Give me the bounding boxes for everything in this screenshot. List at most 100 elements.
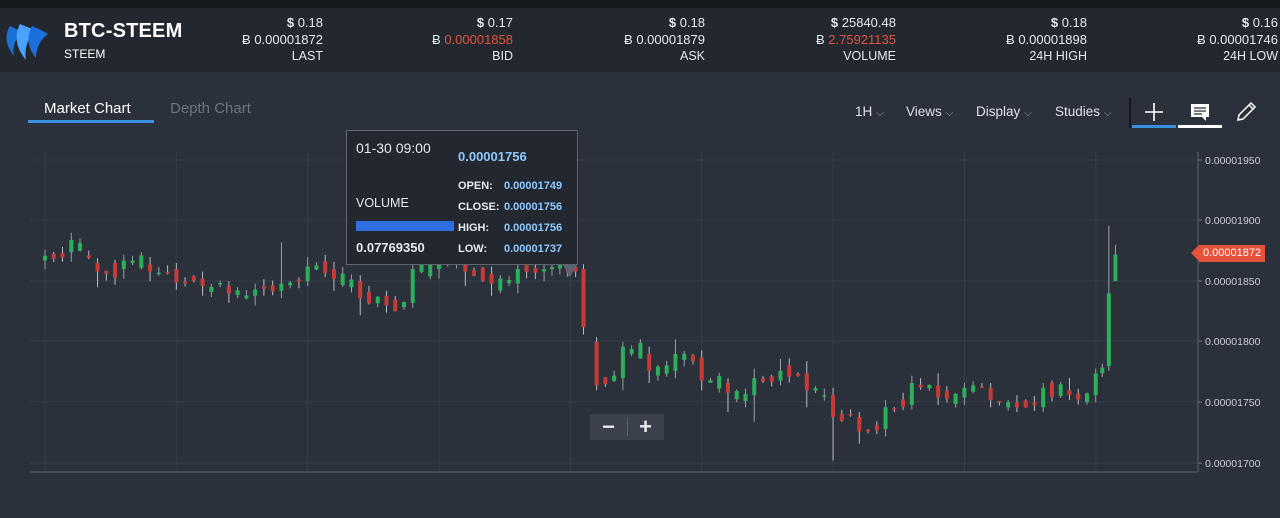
candle-body (831, 395, 836, 417)
chevron-down-icon: ⌵ (876, 108, 884, 119)
candle-body (1076, 393, 1081, 400)
display-label: Display (976, 104, 1021, 119)
views-label: Views (906, 104, 942, 119)
candle-body (647, 353, 652, 371)
candle-body (918, 384, 923, 388)
stat-volume: $ 25840.48 Ƀ 2.75921135 VOLUME (726, 14, 896, 65)
candle-body (804, 373, 809, 391)
legend-icon (1191, 104, 1209, 121)
candle-body (901, 399, 906, 407)
candle-body (708, 380, 713, 383)
candle-body (533, 268, 538, 273)
candle-body (1093, 373, 1098, 396)
candle-body (323, 261, 328, 273)
candle-body (883, 407, 888, 430)
candle-body (629, 349, 634, 354)
candle-body (752, 378, 757, 396)
candle-body (690, 355, 695, 361)
candle-body (270, 285, 275, 292)
candle-body (620, 346, 625, 379)
candle-body (463, 261, 468, 272)
stat-usd: $ 0.18 (668, 15, 705, 30)
candle-body (962, 387, 967, 398)
stat-label: 24H LOW (1223, 49, 1278, 63)
chevron-down-icon: ⌵ (1104, 108, 1112, 119)
candle-body (1113, 254, 1118, 282)
candle-body (78, 243, 83, 251)
candle-body (165, 272, 170, 274)
display-dropdown[interactable]: Display ⌵ (976, 104, 1032, 119)
candle-body (218, 282, 223, 285)
candle-body (515, 269, 520, 284)
market-header: BTC-STEEM STEEM $ 0.18 Ƀ 0.00001872 LAST $ … (0, 8, 1280, 72)
candle-body (130, 260, 135, 263)
candle-body (524, 264, 529, 272)
candle-body (813, 388, 818, 391)
stat-last: $ 0.18 Ƀ 0.00001872 LAST (153, 14, 323, 65)
candle-body (139, 255, 144, 268)
stat-ask: $ 0.18 Ƀ 0.00001879 ASK (535, 14, 705, 65)
candle-body (761, 378, 765, 382)
tooltip-volume-bar (356, 221, 454, 231)
candle-body (1100, 367, 1105, 374)
candle-body (1049, 382, 1054, 397)
candle-body (1041, 387, 1046, 408)
candle-body (822, 395, 827, 397)
active-tab-indicator (28, 120, 154, 123)
tooltip-open-value: 0.00001749 (504, 180, 563, 192)
candle-body (358, 281, 363, 299)
stat-usd: $ 0.18 (1050, 15, 1087, 30)
candle-body (288, 282, 293, 286)
candle-body (664, 365, 669, 374)
stat-btc: Ƀ 0.00001872 (242, 32, 323, 47)
candle-body (226, 286, 231, 294)
candle-body (839, 413, 844, 421)
tab-market-chart[interactable]: Market Chart (44, 100, 131, 117)
crosshair-button[interactable] (1132, 98, 1176, 128)
candle-body (507, 280, 512, 284)
zoom-in-button[interactable]: + (639, 414, 652, 439)
interval-dropdown[interactable]: 1H ⌵ (855, 104, 884, 119)
candle-tooltip: 01-30 09:00 0.00001756 VOLUME 0.07769350… (346, 130, 578, 277)
tooltip-volume-label: VOLUME (356, 196, 409, 210)
candle-body (971, 385, 976, 392)
candle-body (988, 387, 993, 400)
candle-body (498, 278, 503, 291)
candle-body (979, 386, 984, 389)
candle-body (191, 276, 196, 281)
draw-button[interactable] (1226, 98, 1270, 128)
stat-usd: $ 25840.48 (830, 15, 896, 30)
candle-body (909, 383, 914, 405)
candle-body (953, 394, 958, 405)
stat-btc: Ƀ 0.00001858 (432, 32, 513, 47)
candle-body (296, 279, 301, 282)
candle-body (874, 425, 879, 431)
stat-label: VOLUME (843, 49, 896, 63)
candle-body (95, 263, 100, 272)
tooltip-open-label: OPEN: (458, 180, 493, 192)
candle-body (655, 366, 660, 376)
stat-btc: Ƀ 2.75921135 (815, 32, 896, 47)
candle-body (104, 270, 109, 274)
legend-button[interactable] (1178, 98, 1222, 128)
candle-body (682, 353, 687, 360)
candle-body (1058, 384, 1063, 396)
toolbar-divider (1129, 98, 1131, 128)
candle-body (1106, 293, 1111, 367)
tooltip-volume-value: 0.07769350 (356, 240, 425, 255)
market-chart[interactable]: 0.00001950 0.00001900 0.00001850 0.00001800… (0, 140, 1280, 480)
views-dropdown[interactable]: Views ⌵ (906, 104, 953, 119)
chevron-down-icon: ⌵ (1024, 108, 1032, 119)
candle-body (314, 265, 319, 270)
candle-body (60, 253, 65, 258)
zoom-out-button[interactable]: − (602, 414, 615, 439)
candle-body (419, 264, 424, 273)
y-tick-label: 0.00001900 (1205, 215, 1261, 227)
tab-depth-chart[interactable]: Depth Chart (170, 100, 251, 117)
candle-body (997, 400, 1002, 403)
studies-dropdown[interactable]: Studies ⌵ (1055, 104, 1112, 119)
tooltip-close-label: CLOSE: (458, 201, 500, 213)
pencil-icon (1237, 101, 1257, 121)
candle-body (787, 365, 792, 377)
candle-body (200, 278, 205, 287)
